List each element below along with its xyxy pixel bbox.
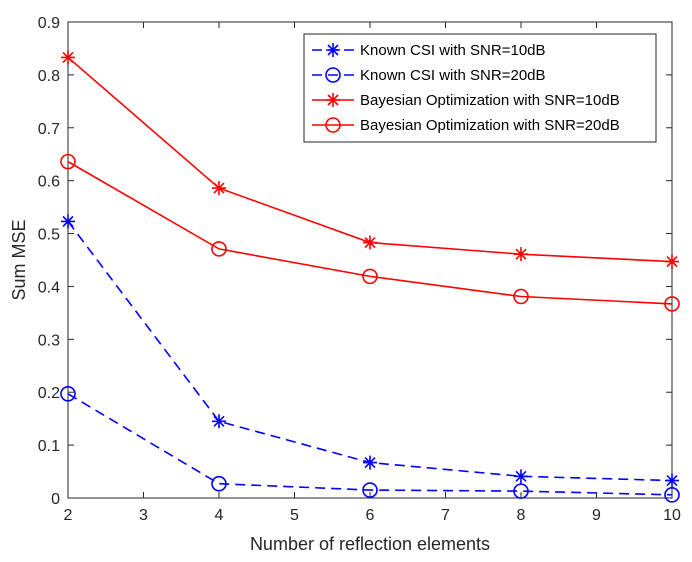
data-point-marker bbox=[362, 268, 378, 285]
y-tick-label: 0.3 bbox=[38, 332, 60, 349]
legend-item: Bayesian Optimization with SNR=20dB bbox=[312, 117, 620, 134]
series-group bbox=[60, 50, 680, 503]
legend-label: Known CSI with SNR=20dB bbox=[360, 67, 546, 84]
data-point-marker bbox=[665, 473, 679, 488]
x-axis-label: Number of reflection elements bbox=[250, 534, 490, 554]
data-point-marker bbox=[211, 241, 227, 257]
data-point-marker bbox=[212, 414, 226, 429]
y-tick-label: 0.7 bbox=[38, 121, 60, 138]
data-point-marker bbox=[212, 181, 226, 196]
data-point-marker bbox=[60, 153, 76, 170]
y-axis-label: Sum MSE bbox=[9, 219, 29, 300]
legend-item: Known CSI with SNR=20dB bbox=[312, 67, 546, 84]
legend-marker bbox=[326, 93, 340, 107]
data-point-marker bbox=[61, 50, 75, 65]
x-tick-label: 8 bbox=[517, 507, 526, 524]
legend-label: Bayesian Optimization with SNR=10dB bbox=[360, 92, 620, 109]
y-tick-label: 0.4 bbox=[38, 279, 60, 296]
legend-box bbox=[303, 33, 657, 143]
data-point-marker bbox=[60, 386, 76, 402]
x-tick-label: 2 bbox=[64, 507, 73, 524]
data-point-marker bbox=[665, 254, 679, 269]
legend-marker bbox=[326, 43, 340, 57]
x-tick-label: 7 bbox=[441, 507, 450, 524]
data-point-marker bbox=[514, 469, 528, 484]
x-tick-label: 3 bbox=[139, 507, 148, 524]
y-tick-label: 0.9 bbox=[38, 15, 60, 32]
series-2 bbox=[60, 386, 680, 503]
legend-item: Known CSI with SNR=10dB bbox=[312, 42, 546, 59]
series-3 bbox=[61, 50, 679, 269]
data-point-marker bbox=[211, 475, 227, 492]
y-tick-label: 0 bbox=[51, 491, 60, 508]
x-tick-label: 9 bbox=[592, 507, 601, 524]
legend-label: Known CSI with SNR=10dB bbox=[360, 42, 546, 59]
y-tick-label: 0.1 bbox=[38, 438, 60, 455]
y-tick-label: 0.8 bbox=[38, 68, 60, 85]
series-1 bbox=[61, 214, 679, 488]
x-tick-label: 4 bbox=[215, 507, 224, 524]
y-tick-label: 0.2 bbox=[38, 385, 60, 402]
data-point-marker bbox=[664, 487, 680, 503]
data-point-marker bbox=[513, 288, 529, 305]
series-line bbox=[67, 160, 673, 305]
data-point-marker bbox=[61, 214, 75, 229]
data-point-marker bbox=[664, 296, 680, 312]
data-point-marker bbox=[514, 247, 528, 262]
x-tick-label: 10 bbox=[663, 507, 681, 524]
x-tick-label: 6 bbox=[366, 507, 375, 524]
legend-marker bbox=[325, 117, 341, 133]
legend-label: Bayesian Optimization with SNR=20dB bbox=[360, 117, 620, 134]
legend-item: Bayesian Optimization with SNR=10dB bbox=[312, 92, 620, 109]
x-tick-label: 5 bbox=[290, 507, 299, 524]
y-tick-label: 0.6 bbox=[38, 174, 60, 191]
series-4 bbox=[60, 153, 680, 312]
series-line bbox=[67, 393, 673, 496]
legend: Known CSI with SNR=10dB Known CSI with SN… bbox=[303, 33, 657, 143]
axis-ticks: 2 3 4 5 6 7 8 9 10 0 0.1 0.2 0.3 0.4 0.5 0.6 0.7 0.8 0.9 bbox=[38, 15, 681, 524]
data-point-marker bbox=[362, 482, 378, 498]
data-point-marker bbox=[363, 235, 377, 250]
data-point-marker bbox=[363, 455, 377, 470]
data-point-marker bbox=[513, 483, 529, 499]
legend-marker bbox=[325, 67, 341, 83]
y-tick-label: 0.5 bbox=[38, 227, 60, 244]
